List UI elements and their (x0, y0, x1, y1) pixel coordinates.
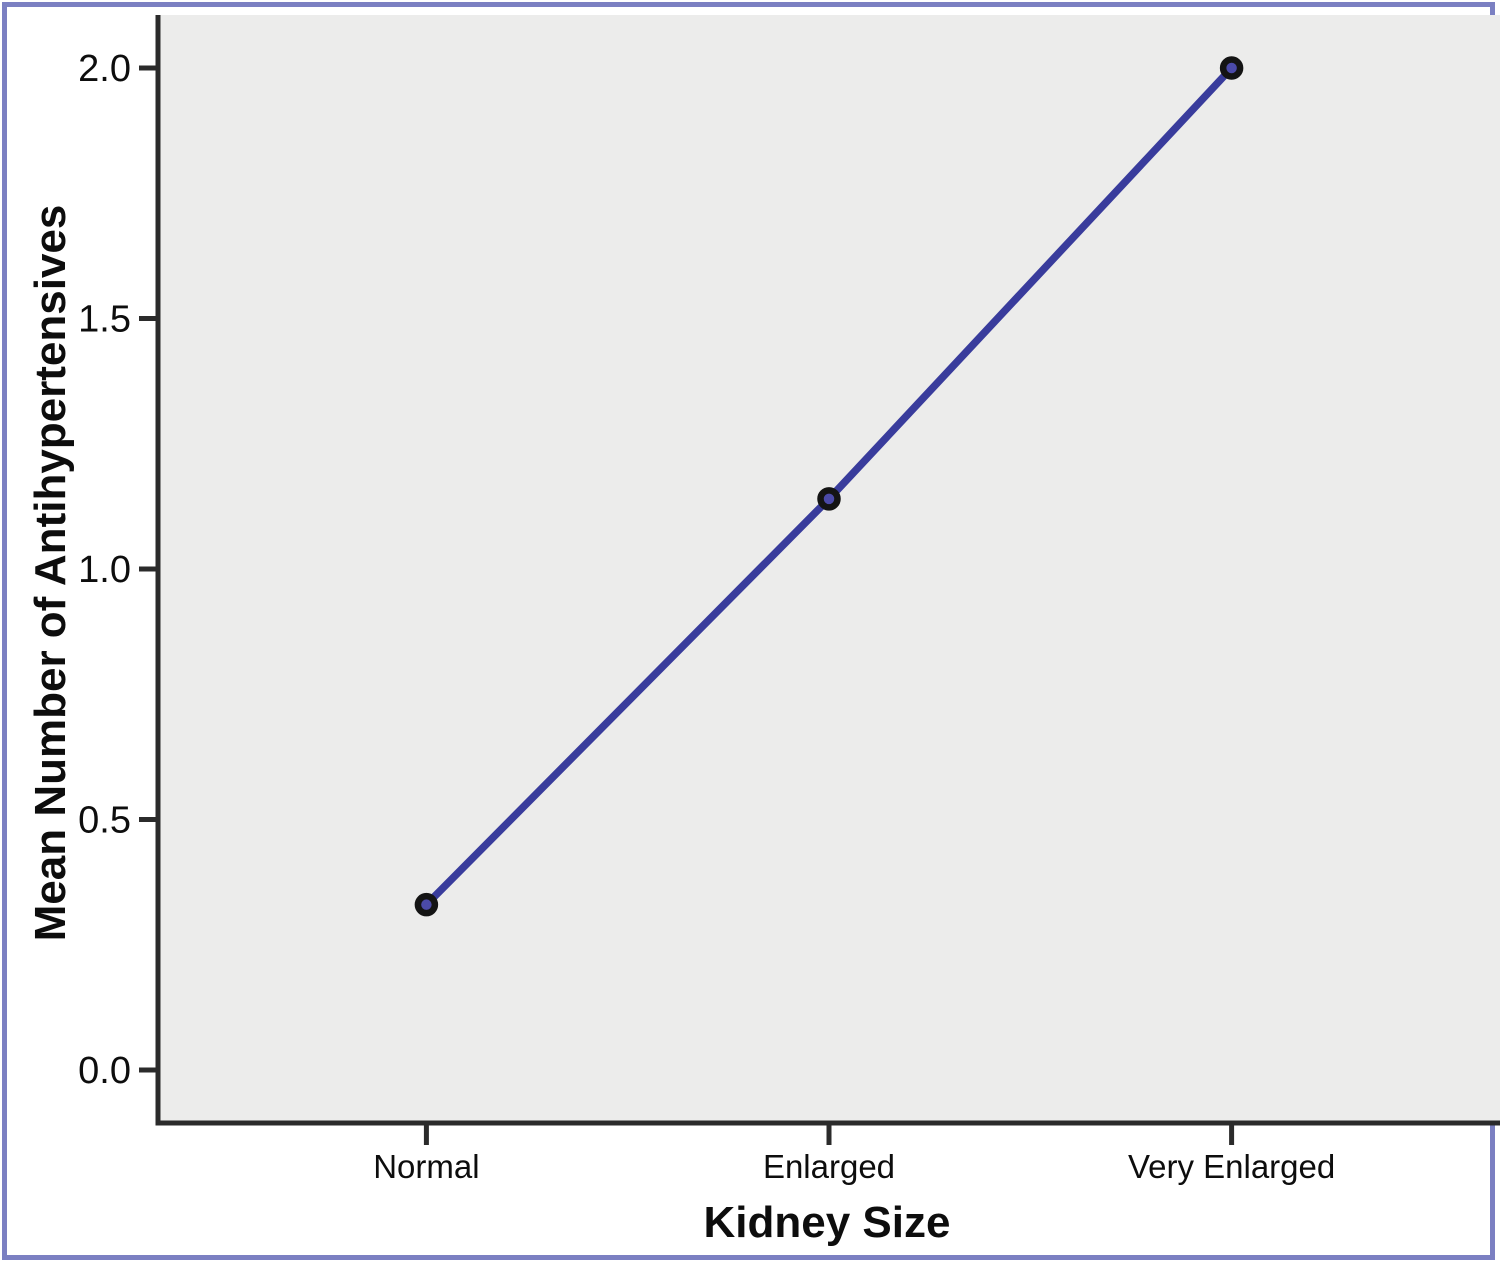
data-point-marker (1219, 56, 1244, 80)
x-axis-title: Kidney Size (703, 1198, 951, 1247)
x-category-label: Normal (373, 1148, 479, 1185)
y-tick-label: 0.0 (78, 1050, 131, 1092)
y-tick-label: 1.0 (78, 549, 131, 591)
data-point-marker (817, 487, 841, 511)
y-tick-label: 0.5 (78, 800, 131, 842)
y-tick-label: 2.0 (78, 48, 131, 90)
x-category-label: Very Enlarged (1128, 1148, 1335, 1185)
data-point-marker (414, 892, 439, 917)
y-axis-title: Mean Number of Antihypertensives (26, 204, 75, 942)
plot-area (158, 15, 1500, 1123)
x-category-label: Enlarged (763, 1148, 895, 1185)
y-tick-label: 1.5 (78, 299, 131, 341)
line-chart: 0.0 0.5 1.0 1.5 2.0 Normal Enlarged Very Enlarg… (78, 15, 1500, 1185)
